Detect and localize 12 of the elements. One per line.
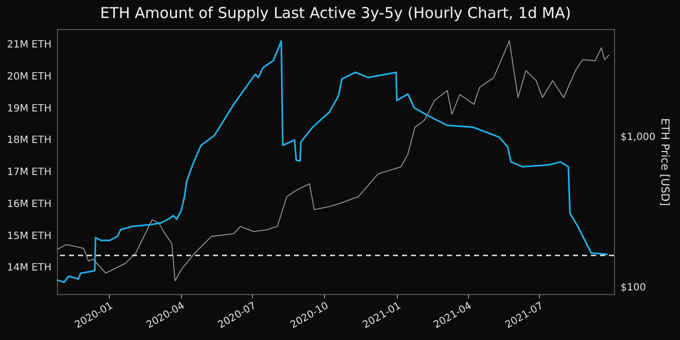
y2-tick-label: $1,000 (620, 132, 656, 144)
y-tick-label: 16M ETH (7, 198, 52, 210)
y2-tick-label: $100 (620, 282, 646, 294)
y-tick-label: 18M ETH (7, 135, 52, 146)
y-tick-label: 17M ETH (7, 167, 52, 178)
y-tick-label: 20M ETH (7, 71, 52, 82)
y-tick-label: 21M ETH (7, 39, 52, 50)
y-tick-label: 19M ETH (7, 103, 52, 114)
y2-axis-title: ETH Price [USD] (658, 118, 672, 206)
chart-title: ETH Amount of Supply Last Active 3y-5y (Hourly Chart, 1d MA) (100, 4, 571, 22)
y-tick-label: 15M ETH (7, 230, 52, 242)
y-tick-label: 14M ETH (7, 262, 52, 274)
